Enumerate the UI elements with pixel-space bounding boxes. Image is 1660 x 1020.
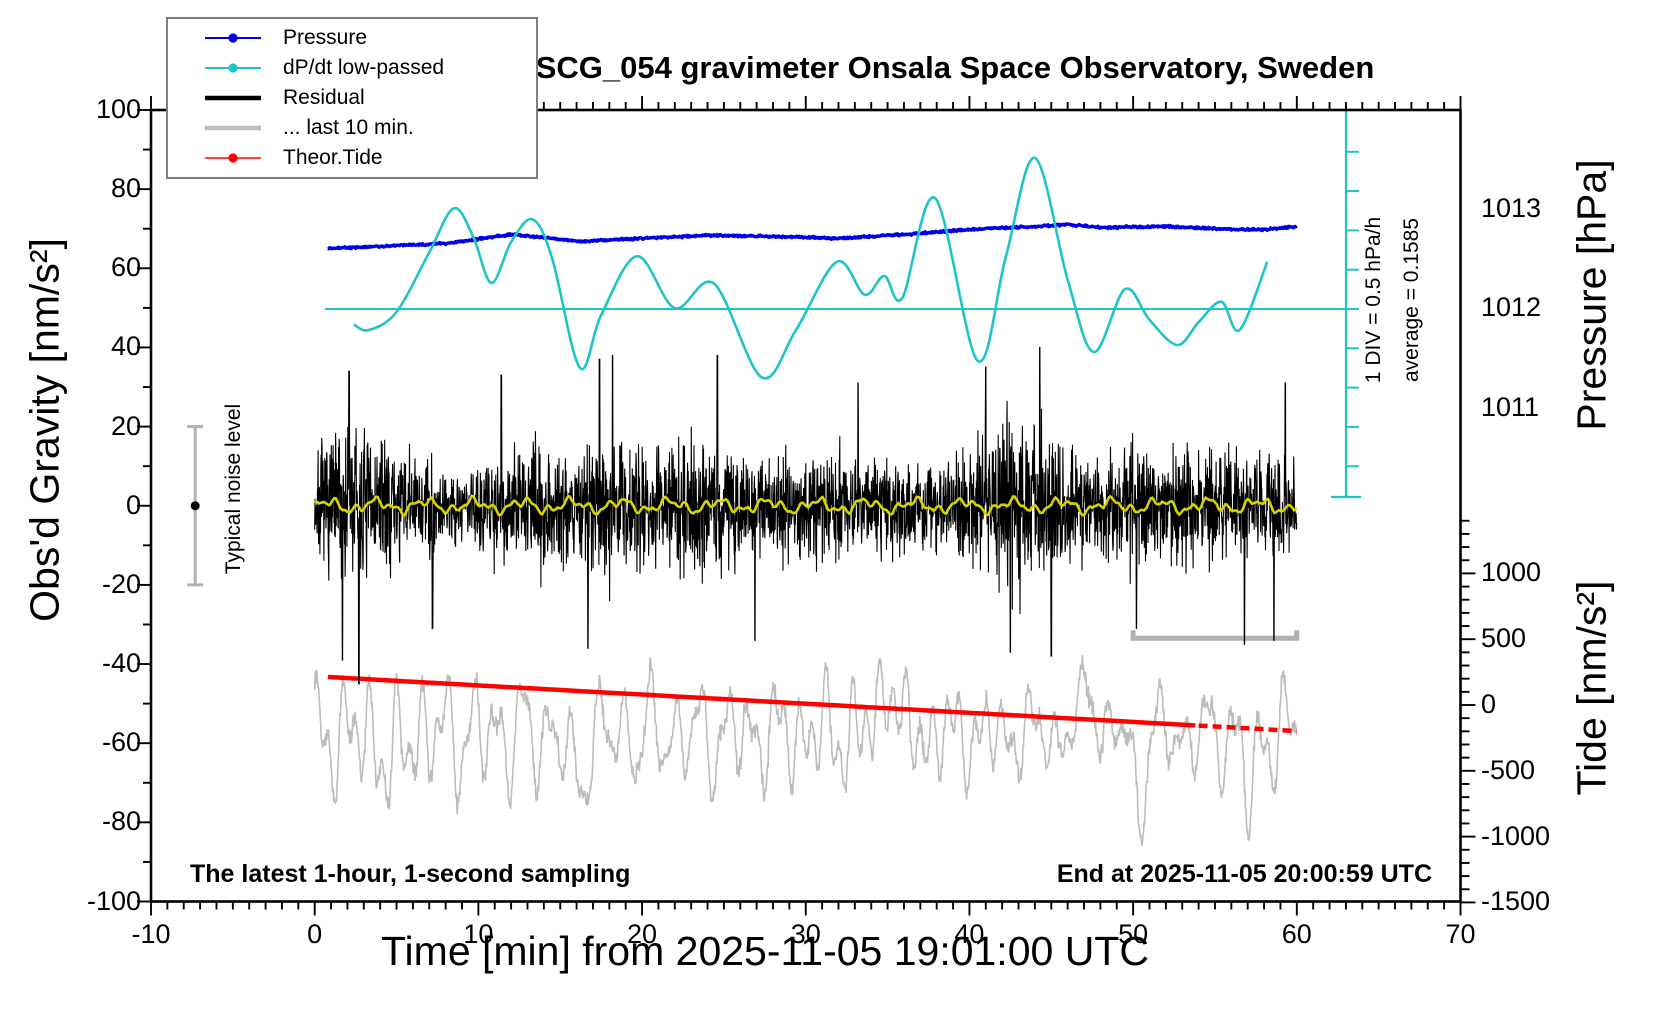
last10-window-bar: [1130, 630, 1300, 641]
pressure-tick-label: 1011: [1481, 391, 1540, 422]
residual-smooth-curve: [314, 494, 1298, 517]
dpdt-curve: [353, 156, 1269, 380]
legend-label: ... last 10 min.: [283, 116, 414, 139]
gravity-tick-label: -80: [101, 806, 141, 837]
gravity-tick-label: 80: [110, 173, 141, 204]
pressure-tick-label: 1012: [1481, 292, 1542, 323]
x-tick-label: 60: [1281, 919, 1312, 949]
legend-label: dP/dt low-passed: [283, 56, 445, 79]
gravity-tick-label: -20: [101, 568, 141, 599]
legend-item-residual: Residual: [204, 84, 536, 112]
typical-noise-level-label: Typical noise level: [222, 403, 245, 575]
chart-title: SCG_054 gravimeter Onsala Space Observat…: [535, 50, 1375, 85]
legend-item-pressure: Pressure: [204, 24, 536, 52]
noise-errorbar-dot: [190, 501, 200, 511]
dpdt-line-dot-icon: [205, 63, 261, 73]
theortide-curve-end: [1198, 723, 1297, 734]
pressure-line-dot-icon: [205, 33, 261, 43]
legend-item-dpdt: dP/dt low-passed: [204, 54, 536, 82]
residual-curve: [314, 346, 1298, 685]
x-tick-label: 70: [1445, 919, 1476, 949]
sampling-note: The latest 1-hour, 1-second sampling: [190, 860, 631, 888]
legend-item-last10: ... last 10 min.: [204, 114, 536, 142]
end-time-note: End at 2025-11-05 20:00:59 UTC: [1056, 860, 1432, 888]
legend-label: Theor.Tide: [283, 146, 383, 169]
theortide-curve: [327, 674, 1196, 728]
left-axis-title: Obs'd Gravity [nm/s²]: [21, 238, 68, 622]
pressure-curve: [326, 222, 1298, 251]
x-axis-title: Time [min] from 2025-11-05 19:01:00 UTC: [381, 928, 1149, 974]
last10-line-icon: [205, 125, 261, 131]
tide-tick-label: 500: [1481, 623, 1527, 654]
gravity-tick-label: 20: [110, 410, 141, 441]
gravity-tick-label: 60: [110, 252, 141, 283]
right-pressure-axis-title: Pressure [hPa]: [1568, 159, 1615, 431]
gravity-tick-label: 40: [110, 331, 141, 362]
legend-label: Residual: [283, 86, 365, 109]
x-tick-label: 50: [1118, 919, 1149, 949]
x-tick-label: 10: [463, 919, 494, 949]
legend-box: Pressure dP/dt low-passed Residual ... l…: [166, 17, 538, 179]
gravity-tick-label: 100: [95, 94, 141, 124]
gravity-tick-label: -40: [101, 648, 141, 679]
gravity-tick-label: -100: [86, 885, 141, 916]
legend-item-theortide: Theor.Tide: [204, 144, 536, 172]
tide-tick-label: 0: [1481, 689, 1497, 719]
right-tide-axis-title: Tide [nm/s²]: [1568, 580, 1615, 796]
x-tick-label: 20: [627, 919, 658, 949]
theortide-line-dot-icon: [205, 153, 261, 163]
x-tick-label: -10: [131, 919, 171, 949]
tide-tick-label: -1000: [1481, 820, 1551, 851]
x-tick-label: 40: [954, 919, 985, 949]
tide-tick-label: -500: [1481, 754, 1536, 785]
average-value-label: average = 0.1585: [1400, 217, 1423, 383]
x-tick-label: 0: [307, 919, 323, 949]
legend-label: Pressure: [283, 26, 368, 49]
x-tick-label: 30: [790, 919, 821, 949]
tide-tick-label: 1000: [1481, 557, 1542, 588]
gravity-tick-label: 0: [125, 489, 141, 520]
tide-tick-label: -1500: [1481, 886, 1551, 917]
gravity-tick-label: -60: [101, 727, 141, 758]
last10-curve: [313, 654, 1298, 846]
div-scale-label: 1 DIV = 0.5 hPa/h: [1362, 216, 1385, 384]
residual-line-icon: [205, 95, 261, 101]
pressure-tick-label: 1013: [1481, 192, 1542, 223]
